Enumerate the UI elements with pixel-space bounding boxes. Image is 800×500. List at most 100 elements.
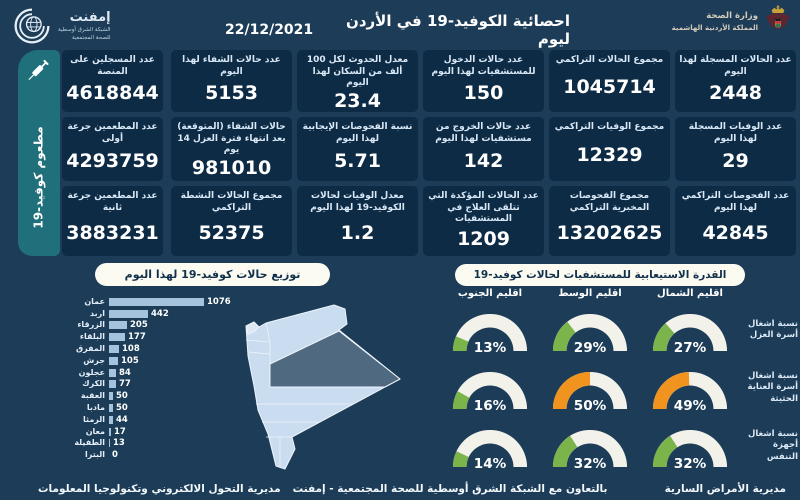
stat-card: مجموع الوفيات التراكمي 12329 [549,117,670,181]
stat-card-value: 23.4 [334,90,381,113]
bar [109,356,118,365]
stat-card-value: 142 [463,149,504,172]
stat-card: حالات الشفاء (المتوقعة) بعد انتهاء فترة … [171,117,292,181]
stat-card-label: عدد الوفيات المسجلة لهذا اليوم [688,122,783,144]
gauge-chart: 50% [552,371,628,414]
stat-column: عدد حالات الشفاء لهذا اليوم 5153 حالات الش… [171,50,292,256]
bar-value: 44 [116,414,128,425]
bar-value: 108 [122,344,140,355]
gauge-row-label-ventilators: نسبة اشغال أجهزة التنفس [747,428,798,462]
bar [109,297,204,306]
bar [109,380,116,389]
stats-grid: عدد الحالات المسجلة لهذا اليوم 2448 عدد ال… [166,50,796,256]
page-title: احصائية الكوفيد-19 في الأردن ليوم [346,12,570,48]
stat-card: مجموع الحالات النشطة التراكمي 52375 [171,186,292,256]
vaccine-strip-label: مطعوم كوفيد-19 [31,126,46,229]
bar [109,392,113,401]
gauge-row: 16% 50% 49% [440,362,740,414]
stat-card-value: 13202625 [556,221,663,244]
bar-row: مادبا 50 [68,402,253,414]
bar-category-label: معان [85,427,105,436]
stat-card-label: عدد المطعمين جرعة ثانية [67,191,158,213]
stat-card: عدد المسجلين على المنصة 4618844 [62,50,163,112]
stat-card: نسبة الفحوصات الإيجابية لهذا اليوم 5.71 [297,117,418,181]
bar-value: 84 [119,367,131,378]
bar-category-label: الرمثا [83,415,105,424]
stat-card-label: عدد حالات الخروج من مستشفيات لهذا اليوم [435,122,532,144]
map-governorate-borders [245,322,353,468]
report-date: 22/12/2021 [225,22,314,38]
bar-value: 205 [130,320,148,331]
stat-card-label: مجموع الوفيات التراكمي [554,122,665,132]
bar [109,345,119,354]
gauge-chart: 32% [652,429,728,472]
network-name: إمفنت [69,10,111,26]
stat-card-label: مجموع الحالات التراكمي [555,55,664,65]
stat-card-label: عدد حالات الشفاء لهذا اليوم [182,55,281,77]
stat-card: عدد حالات الدخول للمستشفيات لهذا اليوم 15… [423,50,544,112]
bar-row: البترا 0 [68,449,253,461]
bar-value: 50 [116,391,128,402]
bar [109,404,113,413]
bar-value: 77 [119,379,131,390]
ministry-logo-block: وزارة الصحة المملكة الأردنية الهاشمية [672,4,792,40]
stat-card-label: عدد المسجلين على المنصة [70,55,155,77]
gauge-chart: 32% [552,429,628,472]
gauge-chart: 13% [452,313,528,356]
bar-category-label: الزرقاء [77,321,105,330]
bar [109,368,116,377]
bar-value: 177 [128,332,146,343]
stat-card-value: 3883231 [66,221,159,244]
stat-card-label: مجموع الفحوصات المخبرية التراكمي [569,191,650,213]
gauge-row-label-icu: نسبة اشغال أسرة العناية الحثيثة [747,370,798,404]
gauge-value: 32% [674,456,707,472]
network-logo-block: إمفنت الشبكة الشرق أوسطية للصحة المجتمعي… [12,6,111,46]
bar-category-label: البترا [85,451,105,460]
syringe-icon [22,52,57,87]
stat-card-label: عدد حالات الدخول للمستشفيات لهذا اليوم [431,55,536,77]
gauge-value: 29% [574,340,607,356]
stat-card-value: 29 [722,149,749,172]
bar-value: 1076 [207,296,231,307]
bar-row: عجلون 84 [68,367,253,379]
bar-row: الزرقاء 205 [68,320,253,332]
bar-value: 13 [113,438,125,449]
gauge-row-label-isolation: نسبة اشغال أسرة العزل [747,318,798,340]
gauge-value: 32% [574,456,607,472]
gauge-chart: 29% [552,313,628,356]
stat-card-label: نسبة الفحوصات الإيجابية لهذا اليوم [302,122,413,144]
stat-column: عدد الحالات المسجلة لهذا اليوم 2448 عدد ال… [675,50,796,256]
bar-chart: عمان 1076 اربد 442 الزرقاء 205 البلقاء 177 المفر… [68,296,253,461]
bar-row: البلقاء 177 [68,331,253,343]
stat-card-value: 981010 [191,157,272,180]
bar-category-label: الكرك [82,380,105,389]
ministry-name: وزارة الصحة [706,11,758,22]
stat-card: مجموع الحالات التراكمي 1045714 [549,50,670,112]
bar-row: المفرق 108 [68,343,253,355]
bar [109,427,111,436]
footer-it-directorate: مديرية التحول الالكتروني وتكنولوجيا المع… [38,483,281,495]
bar-category-label: البلقاء [79,333,105,342]
gauge-chart: 14% [452,429,528,472]
stat-card-value: 4293759 [66,149,159,172]
bar [109,321,127,330]
bar-row: الطفيلة 13 [68,438,253,450]
stat-card-label: معدل الحدوث لكل 100 ألف من السكان لهذا ا… [306,55,409,89]
stat-column: معدل الحدوث لكل 100 ألف من السكان لهذا ا… [297,50,418,256]
capacity-section: اقليم الجنوب اقليم الوسط اقليم الشمال 13… [440,262,798,474]
vaccine-cards: عدد المسجلين على المنصة 4618844 عدد المطعم… [62,50,163,256]
stat-card: عدد حالات الخروج من مستشفيات لهذا اليوم 1… [423,117,544,181]
bar-row: معان 17 [68,426,253,438]
bar-value: 105 [121,355,139,366]
bar-category-label: المفرق [76,345,105,354]
bar-row: الكرك 77 [68,379,253,391]
stat-card-value: 5153 [205,81,258,104]
jordan-coat-of-arms-icon [766,4,790,29]
gauge-chart: 16% [452,371,528,414]
ministry-kingdom: المملكة الأردنية الهاشمية [671,24,758,33]
stat-card: عدد الحالات المؤكدة التي تتلقى العلاج في… [423,186,544,256]
page-title-block: احصائية الكوفيد-19 في الأردن ليوم 22/12/… [225,12,570,48]
stat-card-label: مجموع الحالات النشطة التراكمي [180,191,283,213]
gauge-row-labels: نسبة اشغال أسرة العزل نسبة اشغال أسرة ال… [742,304,798,472]
stat-card: معدل الوفيات لحالات الكوفيد-19 لهذا اليو… [297,186,418,256]
